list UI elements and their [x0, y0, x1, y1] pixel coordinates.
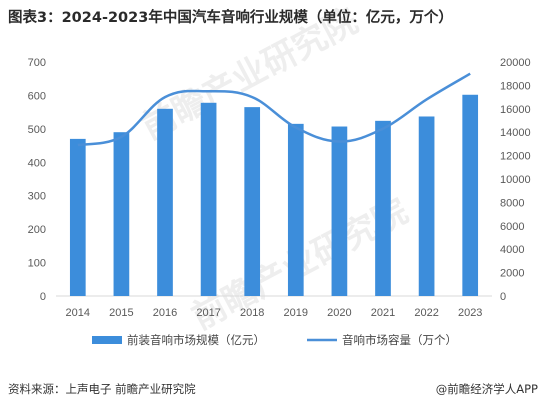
y-left-tick-label: 600: [28, 90, 46, 102]
x-tick-label: 2018: [240, 307, 264, 319]
bar: [418, 116, 435, 296]
y-right-tick-label: 2000: [500, 268, 524, 280]
bar: [462, 94, 479, 296]
x-tick-label: 2016: [153, 307, 177, 319]
x-tick-label: 2015: [109, 307, 133, 319]
bar: [375, 120, 391, 296]
bar: [157, 108, 173, 296]
x-tick-label: 2019: [284, 307, 308, 319]
x-tick-label: 2021: [371, 307, 395, 319]
line-series: [77, 72, 471, 147]
bar: [69, 138, 86, 296]
bar: [244, 107, 261, 296]
y-left-tick-label: 400: [28, 157, 46, 169]
x-tick-label: 2014: [66, 307, 90, 319]
bar: [200, 102, 217, 296]
legend: 前装音响市场规模（亿元） 音响市场容量（万个）: [92, 333, 457, 347]
bar: [287, 123, 304, 296]
y-right-tick-label: 0: [500, 291, 506, 303]
y-right-tick-label: 20000: [500, 57, 531, 69]
y-right-tick-label: 12000: [500, 151, 531, 163]
legend-label-bar: 前装音响市场规模（亿元）: [127, 333, 265, 347]
y-right-tick-label: 8000: [500, 197, 524, 209]
bar: [113, 132, 130, 296]
y-right-tick-label: 10000: [500, 174, 531, 186]
y-left-tick-label: 0: [40, 291, 46, 303]
y-left-tick-label: 100: [28, 258, 46, 270]
x-tick-label: 2023: [458, 307, 482, 319]
x-tick-label: 2022: [414, 307, 438, 319]
legend-label-line: 音响市场容量（万个）: [342, 333, 457, 347]
watermark-layer: 前瞻产业研究院 前瞻产业研究院: [135, 1, 414, 338]
y-left-tick-label: 300: [28, 191, 46, 203]
bar: [331, 126, 348, 296]
y-right-tick-label: 4000: [500, 244, 524, 256]
y-right-tick-label: 16000: [500, 104, 531, 116]
legend-swatch-bar: [92, 336, 122, 344]
y-left-tick-label: 500: [28, 124, 46, 136]
y-right-tick-label: 6000: [500, 221, 524, 233]
x-tick-label: 2017: [196, 307, 220, 319]
y-left-tick-label: 700: [28, 57, 46, 69]
brand-text: @前瞻经济学人APP: [436, 382, 538, 396]
y-right-tick-label: 18000: [500, 80, 531, 92]
source-text: 资料来源：上声电子 前瞻产业研究院: [8, 382, 196, 396]
plot-area: 0 100 200 300 400 500 600 700 0 2000 4000 6000 8000 1…: [28, 57, 531, 319]
y-right-tick-label: 14000: [500, 127, 531, 139]
y-left-tick-label: 200: [28, 224, 46, 236]
x-tick-label: 2020: [327, 307, 351, 319]
chart-title: 图表3：2024-2023年中国汽车音响行业规模（单位：亿元，万个）: [8, 8, 453, 26]
